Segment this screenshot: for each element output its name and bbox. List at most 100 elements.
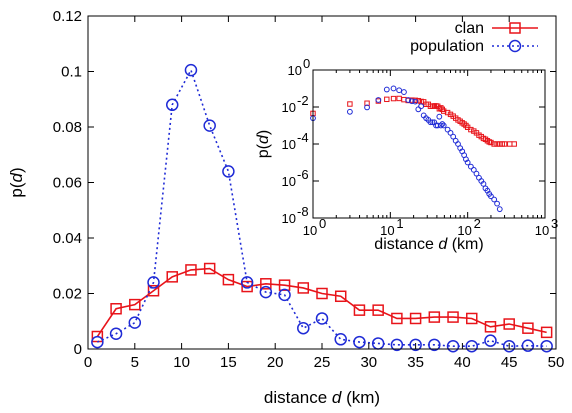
inset-chart: 10 0 10 1 10 2 10 310 -810 -610 -410 -210 0distance … [255,56,558,253]
inset-point-population [418,103,425,110]
data-point-population [259,285,273,299]
y-tick-label: 0.08 [53,119,82,136]
data-point-population [297,321,310,335]
x-tick-label: 25 [314,354,331,371]
data-point-population [502,339,516,353]
data-point-clan [334,290,347,303]
inset-background [313,70,545,218]
inset-point-population [488,193,494,200]
data-point-clan [241,280,253,293]
x-tick-label: 30 [360,354,377,371]
data-point-population [240,276,254,289]
y-tick-label: 0.02 [53,286,82,303]
inset-point-population [480,180,487,187]
inset-y-tick-exponent: -6 [297,167,309,182]
x-tick-label: 0 [84,354,92,371]
inset-point-clan [415,97,422,104]
inset-point-clan [501,141,508,147]
data-point-population [390,338,404,352]
inset-y-axis-label: p(d) [255,130,272,158]
x-tick-label: 5 [131,354,139,371]
inset-y-tick-label: 10 [282,137,296,152]
x-tick-label: 10 [173,354,190,371]
x-axis-label: distance d (km) [264,388,380,407]
inset-point-clan [441,108,447,114]
inset-point-population [491,196,498,203]
data-point-population [334,333,347,346]
series-population [91,63,553,353]
legend-item-population: population [410,38,538,55]
inset-point-population [408,98,415,105]
data-point-clan [203,262,216,275]
data-point-clan [447,311,459,323]
inset-x-tick-exponent: 0 [319,216,326,231]
data-point-population [147,276,160,289]
legend-label: population [410,38,484,55]
inset-y-tick-exponent: -8 [297,204,309,219]
inset-point-population [436,113,443,120]
inset-point-population [412,98,419,105]
inset-y-tick-label: 10 [282,100,296,115]
inset-point-population [440,122,447,129]
data-point-population [165,98,179,112]
data-point-population [109,327,123,340]
data-point-clan [372,304,384,316]
x-tick-label: 45 [501,354,518,371]
inset-point-population [383,86,390,93]
inset-point-population [496,206,503,213]
inset-y-tick-label: 10 [288,63,302,78]
inset-point-population [401,89,407,95]
x-tick-label: 15 [220,354,237,371]
inset-point-clan [488,139,494,146]
inset-x-tick-exponent: 1 [396,216,403,231]
data-point-clan [409,312,422,325]
data-point-population [91,335,104,349]
inset-y-tick-exponent: -4 [297,130,309,145]
inset-x-tick-label: 10 [457,223,471,238]
data-point-population [222,165,235,178]
inset-point-population [470,166,477,173]
inset-point-population [431,119,438,126]
data-point-clan [147,284,160,297]
x-tick-label: 50 [548,354,565,371]
data-point-clan [166,271,178,283]
inset-point-population [494,200,500,207]
inset-x-tick-exponent: 3 [551,216,558,231]
inset-point-clan [468,126,474,133]
data-point-population [353,335,366,349]
y-axis-label: p(d) [7,167,26,197]
inset-point-population [450,133,457,140]
inset-y-tick-exponent: 0 [303,56,310,71]
legend-label: clan [455,20,484,37]
data-point-clan [484,321,497,333]
inset-point-population [467,163,474,170]
data-point-population [315,312,329,325]
inset-point-clan [438,105,444,111]
data-point-clan [278,279,291,291]
inset-point-clan [347,101,353,107]
series-line-clan [96,267,547,337]
inset-x-tick-label: 10 [535,223,549,238]
inset-point-population [364,104,370,111]
inset-point-clan [384,96,390,103]
data-point-population [521,339,535,352]
inset-y-tick-label: 10 [282,211,296,226]
data-point-clan [428,311,441,323]
series-clan [91,262,553,343]
inset-x-tick-label: 10 [303,223,317,238]
data-point-clan [522,322,534,334]
inset-point-population [473,170,480,177]
inset-x-tick-exponent: 2 [474,216,481,231]
x-tick-label: 40 [454,354,471,371]
inset-point-population [444,126,451,133]
data-point-clan [353,304,366,316]
data-point-population [484,334,497,347]
data-point-population [203,119,216,132]
inset-x-axis-label: distance d (km) [374,236,483,253]
data-point-clan [222,273,235,286]
inset-x-tick-label: 10 [380,223,394,238]
y-tick-label: 0.06 [53,175,82,192]
inset-point-population [429,119,436,126]
